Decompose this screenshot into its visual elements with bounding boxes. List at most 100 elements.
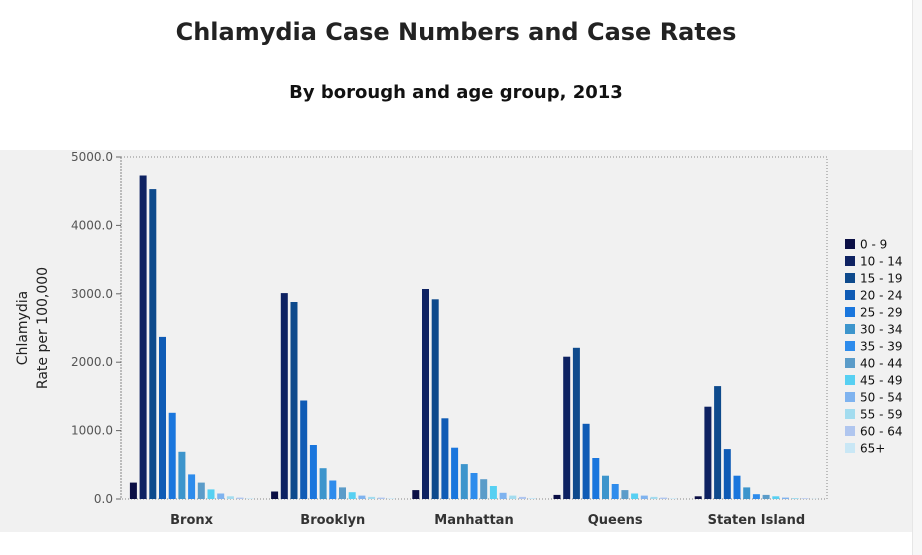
bar <box>168 412 176 499</box>
y-tick-label: 1000.0 <box>71 424 113 438</box>
bar <box>509 495 517 499</box>
legend-label: 55 - 59 <box>860 408 903 422</box>
bar <box>339 487 346 499</box>
legend-swatch <box>845 324 855 334</box>
bar <box>422 289 429 499</box>
bar <box>246 498 254 499</box>
bar <box>602 475 609 499</box>
bar <box>743 487 751 499</box>
y-tick-label: 4000.0 <box>71 218 113 232</box>
bar <box>188 474 196 499</box>
legend-swatch <box>845 375 855 385</box>
bar <box>139 175 147 499</box>
bar <box>650 496 658 499</box>
y-tick-label: 5000.0 <box>71 150 113 164</box>
bar <box>441 418 449 499</box>
y-tick-label: 0.0 <box>94 492 113 506</box>
bar <box>207 489 215 499</box>
legend-label: 65+ <box>860 442 885 456</box>
bar <box>694 496 702 499</box>
legend-swatch <box>845 341 855 351</box>
bar <box>319 468 327 499</box>
x-tick-label: Staten Island <box>708 513 806 528</box>
bar <box>801 498 809 499</box>
bar <box>217 493 225 499</box>
bar <box>368 496 376 499</box>
y-tick-label: 2000.0 <box>71 355 113 369</box>
bar <box>358 495 366 499</box>
bar <box>582 423 590 499</box>
bar <box>480 479 488 499</box>
bar <box>704 406 712 499</box>
bar <box>782 497 789 499</box>
legend-label: 60 - 64 <box>860 425 903 439</box>
legend-label: 40 - 44 <box>860 357 903 371</box>
legend-swatch <box>845 358 855 368</box>
bar <box>348 492 356 499</box>
bar <box>660 497 668 499</box>
legend-label: 0 - 9 <box>860 238 887 252</box>
bar <box>300 400 308 499</box>
legend-swatch <box>845 290 855 300</box>
chart-subtitle: By borough and age group, 2013 <box>289 82 623 103</box>
bar <box>412 490 420 499</box>
bar <box>772 496 780 499</box>
legend-label: 20 - 24 <box>860 289 903 303</box>
legend-swatch <box>845 239 855 249</box>
x-tick-label: Queens <box>588 513 643 528</box>
chart-title: Chlamydia Case Numbers and Case Rates <box>175 18 737 46</box>
bar <box>226 496 234 499</box>
x-tick-label: Brooklyn <box>300 513 365 528</box>
legend-swatch <box>845 392 855 402</box>
bar <box>387 498 395 499</box>
bar <box>631 493 639 499</box>
legend-label: 15 - 19 <box>860 272 903 286</box>
bar <box>563 356 571 499</box>
legend-label: 10 - 14 <box>860 255 903 269</box>
legend-swatch <box>845 256 855 266</box>
scrollbar-strip <box>912 0 922 555</box>
bar <box>499 492 507 499</box>
bar <box>762 494 770 499</box>
bar <box>791 498 799 499</box>
legend-label: 25 - 29 <box>860 306 903 320</box>
bar <box>553 494 561 499</box>
bar <box>290 302 298 499</box>
legend-swatch <box>845 409 855 419</box>
bar <box>271 491 279 499</box>
legend-swatch <box>845 443 855 453</box>
bar <box>431 299 439 499</box>
legend-label: 45 - 49 <box>860 374 903 388</box>
bar <box>460 464 468 499</box>
bar <box>470 473 478 499</box>
bar <box>669 498 677 499</box>
bar <box>197 482 205 499</box>
bar <box>129 482 137 499</box>
bar <box>178 451 186 499</box>
bar <box>519 496 526 499</box>
bar <box>611 484 619 499</box>
x-tick-label: Bronx <box>170 513 214 528</box>
legend-swatch <box>845 307 855 317</box>
bar <box>621 490 629 499</box>
bar <box>572 347 580 499</box>
bar <box>752 494 760 499</box>
bar <box>592 458 600 499</box>
legend-swatch <box>845 273 855 283</box>
bar <box>723 449 731 499</box>
bar <box>149 189 157 499</box>
bar <box>528 498 536 499</box>
bar <box>489 486 497 499</box>
legend-label: 30 - 34 <box>860 323 903 337</box>
y-axis-title: Chlamydia Rate per 100,000 <box>15 267 51 389</box>
bar <box>451 447 459 499</box>
bar <box>159 336 166 499</box>
bar <box>280 293 288 499</box>
bar <box>329 480 337 499</box>
legend-swatch <box>845 426 855 436</box>
y-tick-label: 3000.0 <box>71 287 113 301</box>
legend-label: 35 - 39 <box>860 340 903 354</box>
x-tick-label: Manhattan <box>434 513 513 528</box>
